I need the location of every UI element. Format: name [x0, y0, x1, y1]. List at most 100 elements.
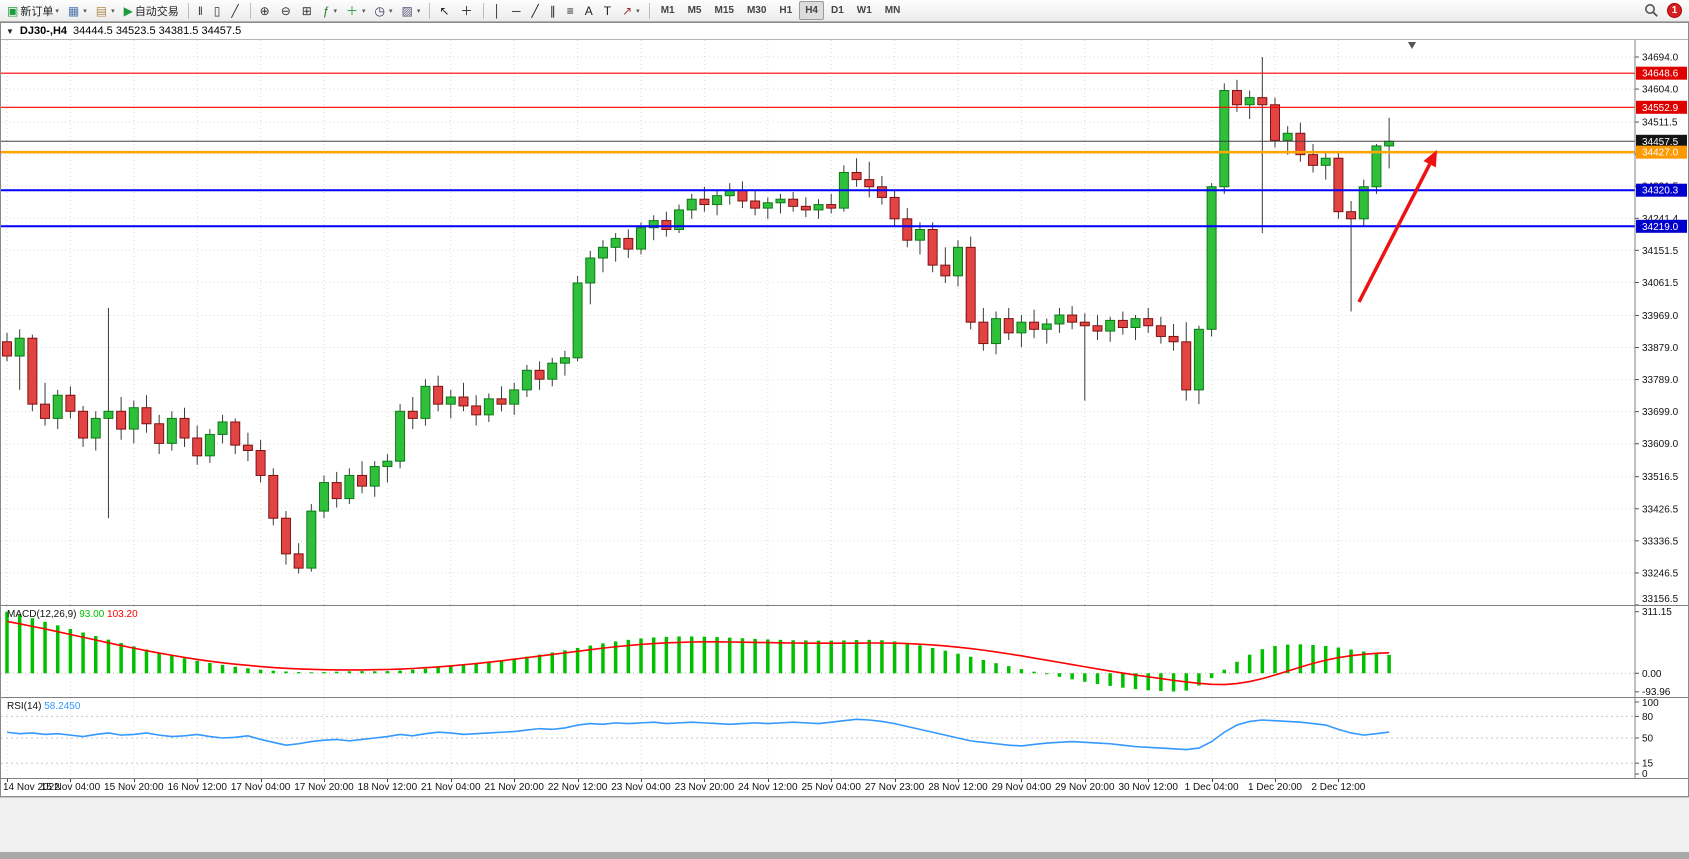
- bull-candle: [1358, 186, 1369, 220]
- bull-candle: [52, 394, 63, 419]
- trend-arrow-annotation[interactable]: [1357, 163, 1432, 303]
- zoom-out-button[interactable]: ⊖: [277, 1, 297, 20]
- label-button[interactable]: T: [600, 1, 617, 20]
- new-order-button[interactable]: ▣ 新订单 ▾: [3, 1, 63, 20]
- bear-candle: [750, 200, 761, 209]
- bear-candle: [331, 482, 342, 500]
- bear-candle: [1181, 341, 1192, 391]
- bear-candle: [737, 189, 748, 202]
- bull-candle: [813, 204, 824, 211]
- autotrade-icon: ▶: [123, 3, 133, 18]
- bear-candle: [1257, 97, 1268, 106]
- time-axis-label: 15 Nov 04:00: [40, 782, 101, 793]
- tile-windows-button[interactable]: ⊞: [298, 1, 318, 20]
- time-axis-label: 18 Nov 12:00: [357, 782, 418, 793]
- toolbar-separator: [648, 2, 650, 19]
- bear-candle: [1067, 314, 1078, 323]
- objects-button[interactable]: ↗ ▾: [618, 1, 644, 20]
- bull-candle: [953, 246, 963, 277]
- cursor-button[interactable]: ↖: [435, 1, 455, 20]
- bull-candle: [1371, 145, 1382, 188]
- caret-down-icon: ▾: [389, 7, 393, 15]
- tile-windows-icon: ⊞: [301, 3, 312, 18]
- tf-m30-button[interactable]: M30: [741, 1, 772, 20]
- tf-m5-button[interactable]: M5: [682, 1, 708, 20]
- bear-candle: [534, 369, 545, 380]
- bull-candle: [445, 396, 456, 405]
- open-chart-button[interactable]: ▦ ▾: [64, 1, 91, 20]
- zoom-out-icon: ⊖: [280, 3, 291, 18]
- rsi-axis-label: 80: [1642, 712, 1654, 723]
- trendline-button[interactable]: ╱: [528, 1, 545, 20]
- price-axis-label: 33516.5: [1642, 472, 1679, 483]
- bull-candle: [319, 482, 329, 512]
- candlestick-button[interactable]: ▯: [210, 1, 227, 20]
- bear-candle: [1092, 325, 1103, 332]
- bull-candle: [90, 417, 101, 439]
- vertical-line-button[interactable]: │: [489, 1, 507, 20]
- caret-down-icon: ▾: [55, 7, 59, 15]
- price-axis[interactable]: [1635, 40, 1688, 605]
- bull-candle: [166, 417, 177, 444]
- line-chart-button[interactable]: ╱: [227, 1, 244, 20]
- horizontal-line-button[interactable]: ─: [508, 1, 527, 20]
- tf-mn-button[interactable]: MN: [879, 1, 907, 20]
- tf-h4-button[interactable]: H4: [799, 1, 824, 20]
- profiles-button[interactable]: ▤ ▾: [92, 1, 119, 20]
- tf-m15-button[interactable]: M15: [709, 1, 740, 20]
- add-indicator-button[interactable]: ＋ ▾: [342, 1, 370, 20]
- channel-button[interactable]: ∥: [546, 1, 562, 20]
- tf-m1-button[interactable]: M1: [655, 1, 681, 20]
- price-axis-label: 34694.0: [1642, 53, 1679, 64]
- bear-candle: [1270, 104, 1280, 141]
- periods-button[interactable]: ◷ ▾: [371, 1, 397, 20]
- bear-candle: [78, 410, 89, 439]
- tf-d1-button[interactable]: D1: [825, 1, 850, 20]
- trend-arrow-head[interactable]: [1423, 150, 1437, 168]
- bear-candle: [902, 218, 913, 241]
- autotrade-button[interactable]: ▶ 自动交易: [120, 1, 183, 20]
- bull-candle: [1384, 140, 1395, 147]
- templates-button[interactable]: ▨ ▾: [398, 1, 425, 20]
- bull-candle: [344, 474, 355, 500]
- time-axis-label: 21 Nov 04:00: [421, 782, 481, 793]
- time-tick: [133, 779, 135, 782]
- caret-down-icon: ▾: [416, 7, 421, 15]
- main-price-chart: 34694.034604.034511.534421.534331.534241…: [1, 40, 1688, 605]
- price-axis-label: 34511.5: [1642, 118, 1678, 129]
- bear-candle: [1346, 211, 1357, 220]
- horizontal-line-icon: ─: [511, 3, 521, 18]
- text-button[interactable]: A: [581, 1, 599, 20]
- window-bottom-space: [0, 797, 1689, 852]
- rsi-axis-label: 100: [1642, 698, 1659, 709]
- time-tick: [894, 779, 896, 782]
- price-axis-label: 33699.0: [1642, 407, 1679, 418]
- bull-candle: [14, 337, 25, 357]
- rsi-axis-label: 50: [1642, 734, 1654, 745]
- bull-candle: [674, 209, 685, 231]
- bull-candle: [648, 220, 659, 229]
- chart-collapse-icon[interactable]: ▼: [6, 26, 14, 36]
- time-axis[interactable]: 14 Nov 2022 15 Nov 04:00 15 Nov 20:00 16 No…: [1, 778, 1688, 796]
- zoom-in-button[interactable]: ⊕: [256, 1, 276, 20]
- tf-h1-button[interactable]: H1: [773, 1, 798, 20]
- caret-down-icon: ▾: [636, 7, 640, 15]
- notification-badge[interactable]: 1: [1667, 3, 1682, 18]
- bull-candle: [1105, 319, 1116, 332]
- search-icon[interactable]: [1644, 3, 1659, 18]
- fibonacci-button[interactable]: ≡: [563, 1, 580, 20]
- bull-candle: [395, 410, 406, 462]
- rsi-label: RSI(14) 58.2450: [7, 701, 81, 712]
- bull-candle: [712, 195, 723, 206]
- tf-w1-button[interactable]: W1: [851, 1, 878, 20]
- bear-candle: [889, 196, 900, 220]
- macd-axis-label: -93.96: [1642, 687, 1671, 697]
- macd-axis-label: 311.15: [1642, 607, 1672, 618]
- bar-chart-button[interactable]: ‖: [194, 1, 209, 20]
- bear-candle: [357, 474, 368, 487]
- bear-candle: [458, 396, 469, 407]
- indicators-button[interactable]: ƒ ▾: [319, 1, 341, 20]
- crosshair-button[interactable]: ＋: [456, 1, 478, 20]
- chart-shift-marker[interactable]: [1408, 42, 1416, 49]
- bear-candle: [40, 403, 51, 419]
